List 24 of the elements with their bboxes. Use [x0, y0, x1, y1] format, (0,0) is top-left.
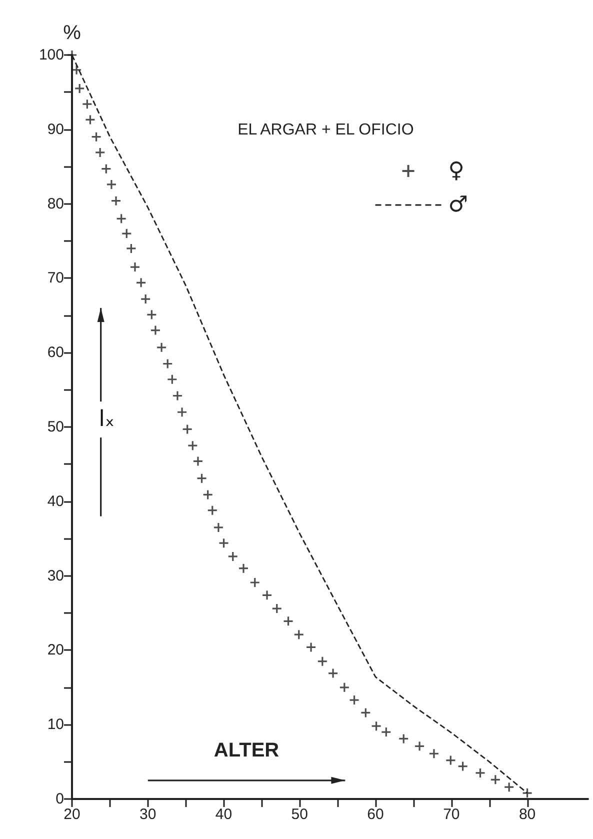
y-tick-label: 60 [47, 344, 64, 362]
x-tick-label: 80 [518, 806, 536, 823]
x-tick-label: 50 [291, 806, 308, 823]
legend-title: EL ARGAR + EL OFICIO [238, 121, 414, 138]
y-tick-label: 100 [38, 46, 64, 64]
x-tick-label: 40 [215, 806, 232, 823]
y-tick-label: 90 [47, 120, 64, 138]
y-tick-label: 20 [47, 642, 64, 659]
annotation: lₓ [98, 407, 115, 432]
x-tick-label: 60 [367, 806, 384, 823]
y-tick-label: 30 [47, 567, 64, 584]
y-tick-label: 80 [47, 195, 64, 212]
x-tick-label: 30 [140, 806, 156, 823]
y-tick-label: 40 [47, 492, 64, 510]
x-tick-label: 70 [443, 806, 460, 823]
x-tick-label: 20 [64, 806, 80, 823]
y-tick-label: 10 [47, 716, 64, 734]
y-tick-label: 70 [47, 270, 64, 287]
y-tick-label: 50 [47, 418, 64, 436]
legend-label: ♀ [448, 158, 464, 184]
y-tick-label: 0 [56, 790, 64, 808]
x-axis-title: ALTER [214, 740, 280, 762]
y-axis-title: % [63, 22, 82, 44]
legend-label: ♂ [448, 192, 468, 218]
